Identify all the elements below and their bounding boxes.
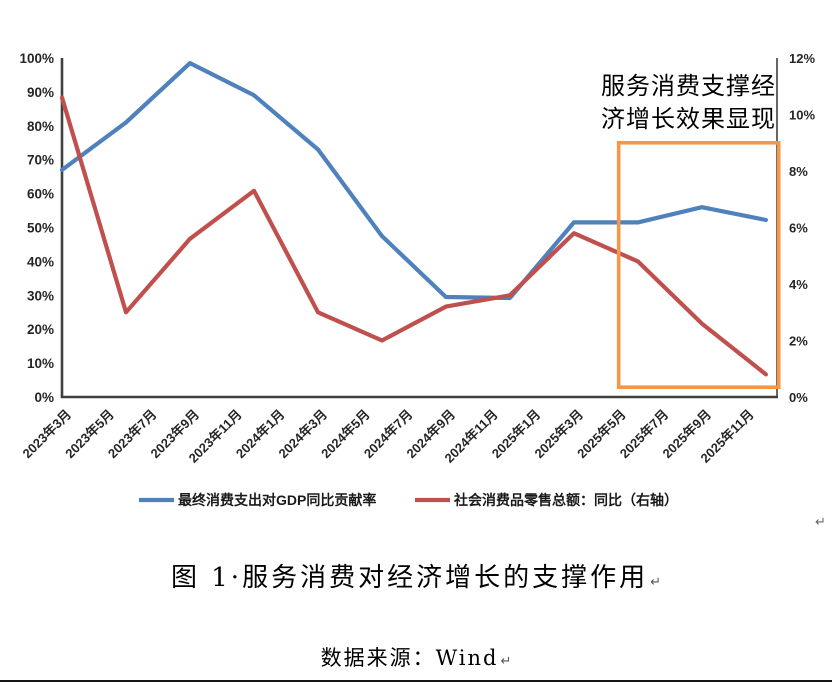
series-line-gdp-contribution <box>59 60 769 301</box>
left-axis-tick-label: 70% <box>27 153 54 168</box>
left-axis-tick-label: 60% <box>27 187 54 202</box>
left-axis-tick-label: 10% <box>27 356 54 371</box>
data-source-text: 数据来源：Wind <box>320 646 499 670</box>
legend-label-gdp-contribution: 最终消费支出对GDP同比贡献率 <box>178 492 376 508</box>
left-axis-tick-label: 90% <box>27 85 54 100</box>
x-axis-labels: 2023年3月2023年5月2023年7月2023年9月2023年11月2024… <box>20 407 757 466</box>
left-axis-tick-label: 30% <box>27 288 54 303</box>
right-axis-tick-label: 2% <box>789 334 808 349</box>
left-axis-tick-label: 80% <box>27 119 54 134</box>
right-axis-tick-label: 6% <box>789 221 808 236</box>
left-axis-tick-label: 100% <box>19 51 54 66</box>
right-axis-tick-label: 0% <box>789 390 808 405</box>
paragraph-mark: ↵ <box>500 654 512 669</box>
dual-axis-line-chart: 0% 10% 20% 30% 40% 50% 60% 70% 80% 90% 100% 0% 2% 4% 6… <box>19 51 826 529</box>
page-bottom-border <box>0 680 832 682</box>
chart-legend: 最终消费支出对GDP同比贡献率 社会消费品零售总额：同比（右轴） <box>139 492 678 508</box>
y-axis-right-labels: 0% 2% 4% 6% 8% 10% 12% <box>789 51 815 405</box>
figure-caption-text: 图 1·服务消费对经济增长的支撑作用 <box>171 563 649 593</box>
right-axis-tick-label: 12% <box>789 51 815 66</box>
paragraph-mark: ↵ <box>815 514 826 529</box>
series-line-retail-sales-yoy <box>59 95 769 377</box>
left-axis-tick-label: 40% <box>27 254 54 269</box>
right-axis-tick-label: 8% <box>789 164 808 179</box>
right-axis-tick-label: 10% <box>789 108 815 123</box>
figure-caption: 图 1·服务消费对经济增长的支撑作用 ↵ <box>0 557 832 594</box>
data-source-line: 数据来源：Wind ↵ <box>0 642 832 672</box>
highlight-box <box>616 141 781 389</box>
y-axis-left-labels: 0% 10% 20% 30% 40% 50% 60% 70% 80% 90% 100% <box>19 51 54 405</box>
left-axis-tick-label: 50% <box>27 221 54 236</box>
legend-label-retail-sales-yoy: 社会消费品零售总额：同比（右轴） <box>453 492 678 508</box>
left-axis-tick-label: 20% <box>27 322 54 337</box>
left-axis-tick-label: 0% <box>34 390 54 405</box>
right-axis-tick-label: 4% <box>789 277 808 292</box>
annotation-line: 服务消费支撑经 <box>601 72 776 100</box>
paragraph-mark: ↵ <box>650 575 661 590</box>
annotation-line: 济增长效果显现 <box>601 105 776 133</box>
